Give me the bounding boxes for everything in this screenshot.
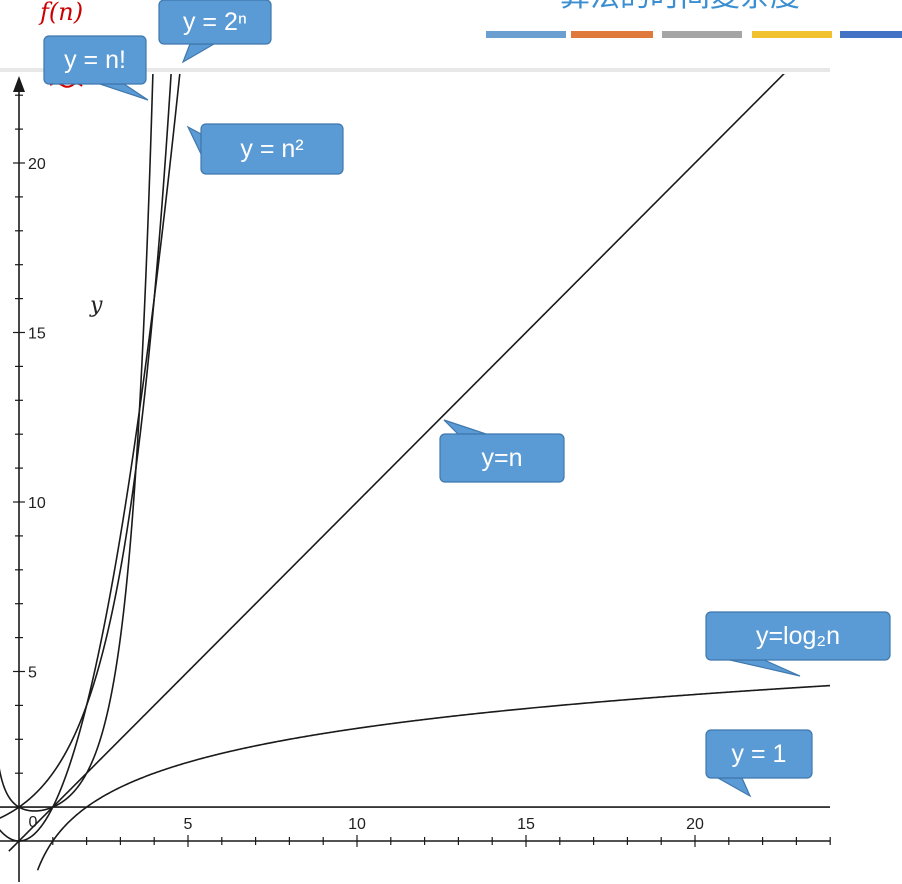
header-color-bar: [662, 31, 742, 38]
y-tick-label: 5: [28, 665, 37, 682]
series-callouts: y = n! y = 2ⁿ y = n² y=n y=log₂n y = 1: [43, 0, 891, 798]
origin-label: 0: [29, 814, 38, 831]
series-line-log2: [36, 684, 830, 871]
header-color-bars: [486, 31, 902, 38]
header-color-bar: [486, 31, 566, 38]
callout-pointer: [715, 777, 752, 798]
callout-exp2: y = 2ⁿ: [158, 0, 272, 64]
callout-pointer: [443, 419, 487, 435]
callout-box: [158, 0, 272, 45]
callout-log2: y=log₂n: [705, 611, 891, 677]
series-line-linear: [8, 74, 785, 852]
callout-linear: y=n: [439, 419, 565, 483]
callout-box: [439, 433, 565, 483]
series-label-factorial: y = n!: [64, 46, 126, 74]
header-title-fragment: 算法的时间复杂度: [560, 0, 800, 14]
series-line-square: [0, 74, 181, 842]
series-label-log2: y=log₂n: [756, 622, 840, 650]
x-tick-label: 10: [348, 816, 366, 833]
y-tick-label: 20: [28, 156, 46, 173]
callout-pointer: [186, 125, 202, 155]
x-tick-label: 15: [517, 816, 535, 833]
x-tick-label: 5: [184, 816, 193, 833]
series-label-square: y = n²: [240, 135, 303, 163]
header-color-bar: [840, 31, 902, 38]
callout-box: [200, 123, 344, 175]
callout-box: [43, 35, 147, 85]
y-tick-label: 15: [28, 326, 46, 343]
header-color-bar: [571, 31, 653, 38]
callout-const: y = 1: [705, 729, 813, 798]
y-axis-label: y: [89, 293, 103, 318]
y-tick-label: 10: [28, 495, 46, 512]
x-tick-label: 20: [686, 816, 704, 833]
handwritten-note: f(n): [38, 0, 83, 26]
series-label-linear: y=n: [481, 444, 522, 472]
callout-box: [705, 611, 891, 661]
callout-pointer: [729, 659, 801, 677]
callout-square: y = n²: [186, 123, 344, 175]
series-label-exp2: y = 2ⁿ: [183, 8, 247, 36]
callout-box: [705, 729, 813, 779]
axes: 5 10 15 20 5 10 15 20 0: [0, 76, 831, 882]
series-label-const: y = 1: [732, 740, 787, 768]
series-lines: [0, 74, 830, 871]
callout-pointer: [99, 83, 149, 101]
header-color-bar: [752, 31, 832, 38]
y-axis-arrow: [13, 76, 25, 92]
callout-factorial: y = n!: [43, 35, 149, 101]
callout-pointer: [181, 43, 217, 64]
